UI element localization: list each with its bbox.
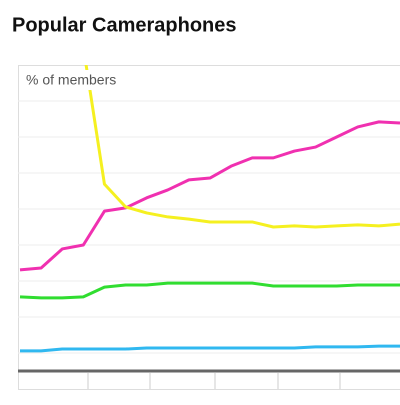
plot-frame — [19, 66, 400, 390]
y-axis-label: % of members — [26, 72, 116, 88]
lines — [20, 47, 400, 351]
series-line — [20, 122, 400, 270]
chart-title: Popular Cameraphones — [12, 14, 237, 36]
x-tick-marks — [88, 373, 340, 389]
series-line — [20, 283, 400, 298]
series-line — [20, 346, 400, 351]
